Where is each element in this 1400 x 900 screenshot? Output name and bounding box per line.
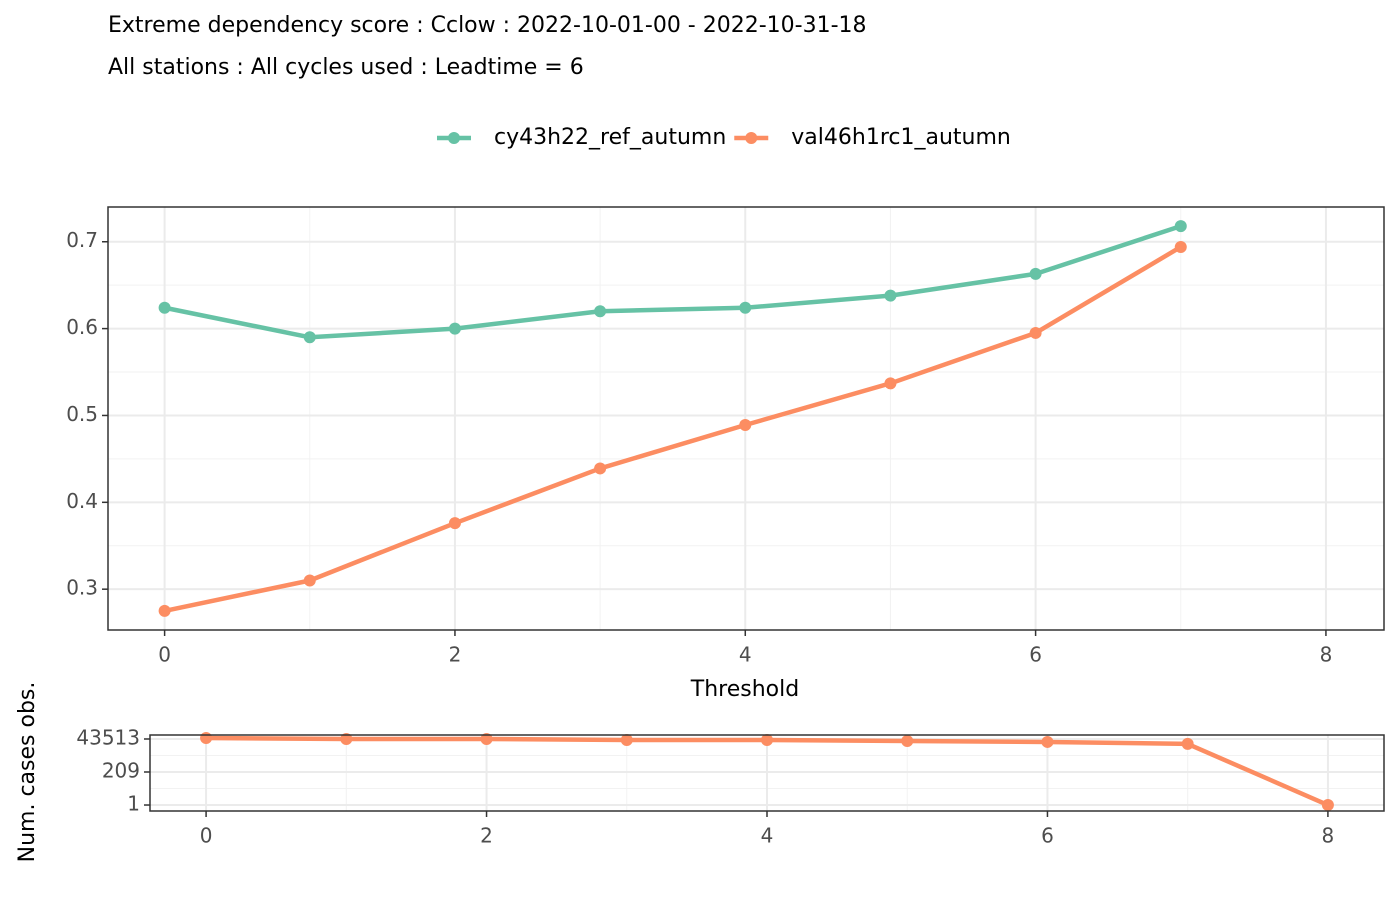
x-tick-label: 2 [449, 643, 462, 667]
plot-border [107, 206, 1385, 631]
x-axis-title: Threshold [690, 677, 799, 702]
data-point [1029, 326, 1042, 339]
legend-label: cy43h22_ref_autumn [494, 125, 726, 150]
data-point [158, 604, 171, 617]
x-tick-label: 6 [1041, 824, 1054, 848]
y-axis-title: Num. cases obs. [15, 682, 40, 863]
x-tick-label: 4 [761, 824, 774, 848]
data-point [739, 419, 752, 432]
data-point [1174, 240, 1187, 253]
data-point [594, 305, 607, 318]
data-point [761, 733, 773, 746]
x-tick-label: 6 [1029, 643, 1042, 667]
x-tick-label: 0 [200, 824, 213, 848]
legend-key [745, 132, 758, 144]
data-point [200, 732, 213, 745]
data-point [480, 732, 493, 745]
data-point [594, 462, 607, 475]
data-point [158, 301, 171, 314]
data-point [303, 574, 316, 587]
y-tick-label: 0.5 [66, 402, 98, 426]
data-point [1321, 799, 1334, 812]
x-tick-label: 8 [1322, 824, 1335, 848]
data-point [303, 331, 316, 344]
y-tick-label: 0.6 [66, 315, 98, 339]
data-point [901, 734, 914, 747]
x-tick-label: 0 [158, 643, 171, 667]
data-point [620, 733, 633, 746]
x-tick-label: 2 [480, 824, 493, 848]
y-tick-label: 209 [102, 758, 140, 782]
y-tick-label: 43513 [76, 725, 140, 749]
data-point [884, 289, 897, 302]
chart-subtitle: All stations : All cycles used : Leadtim… [108, 55, 584, 80]
chart-title: Extreme dependency score : Cclow : 2022-… [108, 13, 867, 38]
plot-border [149, 734, 1385, 812]
data-point [739, 301, 752, 314]
series-line [164, 245, 1182, 614]
data-point [448, 517, 461, 530]
data-point [1029, 267, 1042, 280]
x-tick-label: 4 [739, 643, 752, 667]
y-tick-label: 0.3 [66, 576, 98, 600]
legend-key [448, 132, 460, 144]
data-point [340, 732, 353, 745]
data-point [448, 322, 461, 335]
y-tick-label: 1 [127, 792, 140, 816]
data-point [1041, 735, 1054, 748]
x-tick-label: 8 [1320, 643, 1333, 667]
data-point [1181, 737, 1194, 750]
y-tick-label: 0.4 [66, 489, 98, 513]
data-point [884, 377, 897, 390]
series-line [164, 223, 1182, 340]
data-point [1174, 220, 1187, 233]
y-tick-label: 0.7 [66, 228, 98, 252]
legend-label: val46h1rc1_autumn [791, 125, 1011, 150]
